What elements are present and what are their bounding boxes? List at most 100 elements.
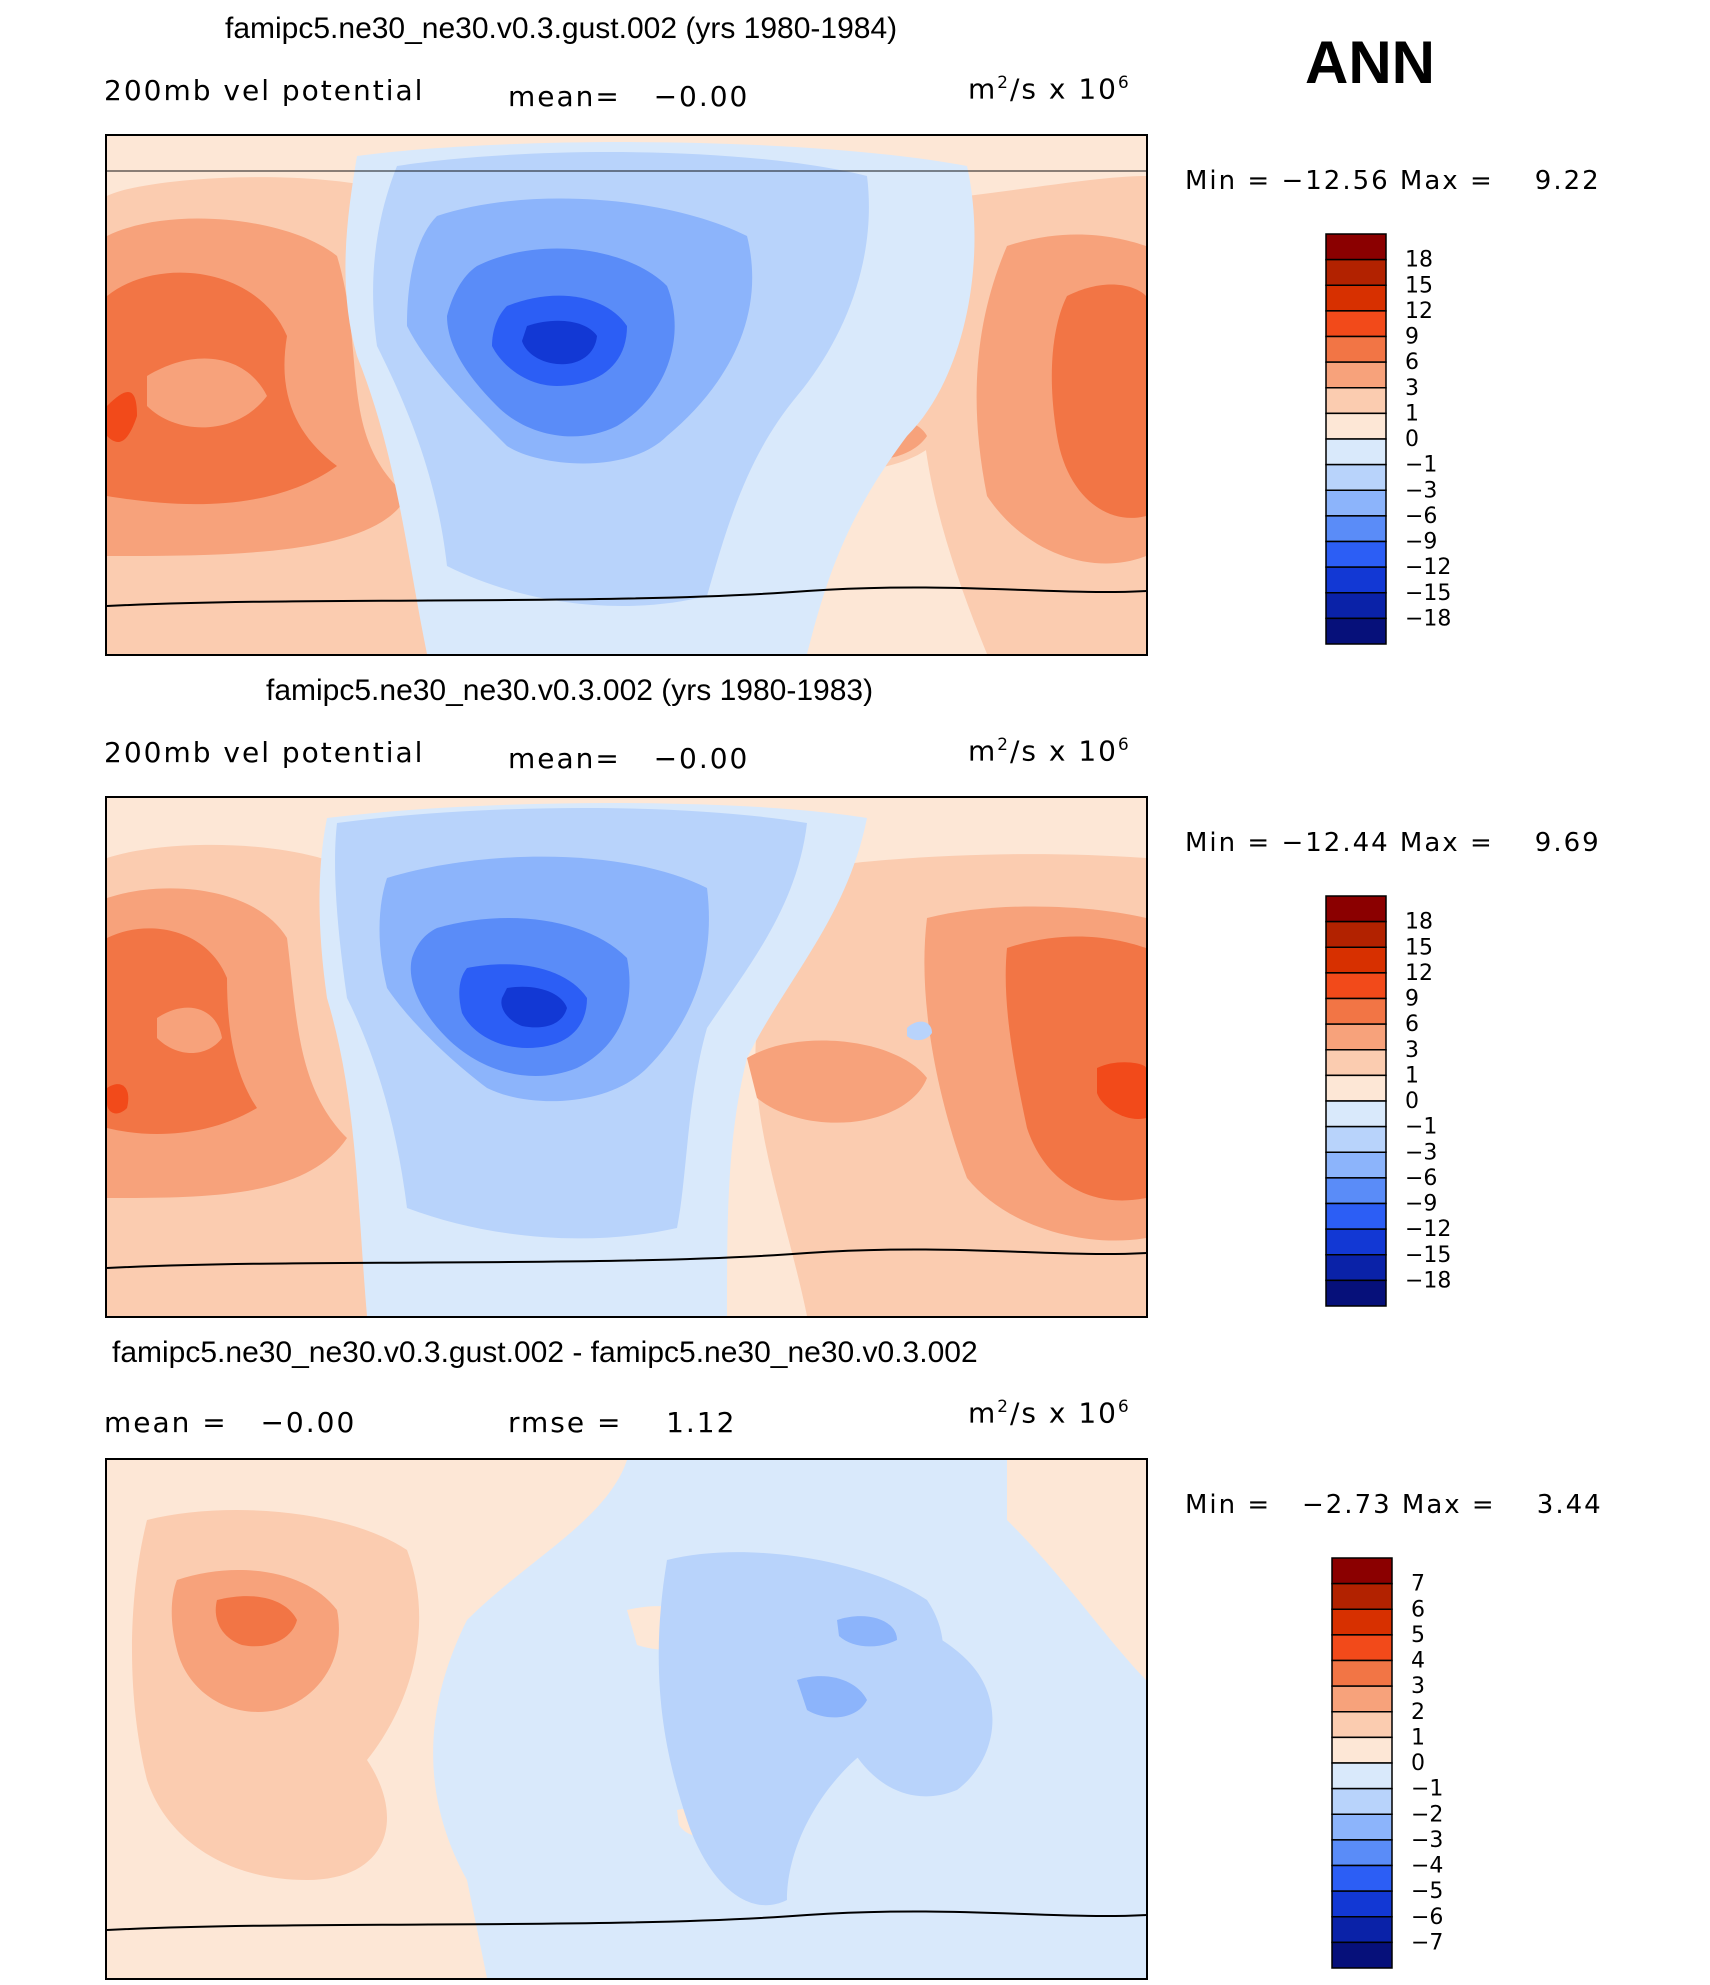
colorbar-swatch [1325,335,1387,363]
colorbar-swatch [1331,1608,1393,1636]
panel-3-minmax: Min = −2.73 Max = 3.44 [1185,1490,1603,1520]
colorbar-tick-label: 15 [1405,273,1433,298]
colorbar-tick-label: 3 [1411,1674,1425,1699]
panel-3-mean-label: mean = −0.00 [104,1406,357,1439]
colorbar-swatch [1331,1685,1393,1713]
colorbar-swatch [1325,566,1387,594]
colorbar-swatch [1325,1125,1387,1153]
colorbar-swatch [1325,1177,1387,1205]
colorbar-swatch [1331,1787,1393,1815]
panel-3-title: famipc5.ne30_ne30.v0.3.gust.002 - famipc… [112,1336,978,1369]
colorbar-tick-label: 9 [1405,325,1419,350]
colorbar-tick-label: 3 [1405,1038,1419,1063]
colorbar-swatch [1331,1736,1393,1764]
colorbar-tick-label: 5 [1411,1623,1425,1648]
colorbar-tick-label: −18 [1405,1268,1451,1293]
panel-3-colorbar: 7 6 5 4 3 2 1 0 −1 −2 −3 −4 −5 −6 −7 [1331,1557,1471,1976]
colorbar-swatch [1325,920,1387,948]
colorbar-swatch [1331,1634,1393,1662]
colorbar-swatch [1325,1228,1387,1256]
colorbar-swatch [1331,1557,1393,1585]
colorbar-tick-label: −1 [1411,1777,1443,1802]
colorbar-swatch [1325,284,1387,312]
colorbar-tick-label: −5 [1411,1879,1443,1904]
panel-1-units: m2/s x 106 [968,72,1131,106]
colorbar-swatch [1331,1762,1393,1790]
colorbar-tick-label: 1 [1405,401,1419,426]
colorbar-tick-label: 0 [1405,427,1419,452]
colorbar-tick-label: 12 [1405,961,1433,986]
panel-2-minmax: Min = −12.44 Max = 9.69 [1185,828,1601,858]
colorbar-swatch [1331,1659,1393,1687]
colorbar-tick-label: −3 [1405,478,1437,503]
colorbar-swatch [1325,1100,1387,1128]
colorbar-tick-label: 3 [1405,376,1419,401]
colorbar-tick-label: 9 [1405,987,1419,1012]
colorbar-tick-label: −2 [1411,1802,1443,1827]
colorbar-tick-label: −18 [1405,606,1451,631]
colorbar-tick-label: 15 [1405,935,1433,960]
panel-3-rmse-label: rmse = 1.12 [508,1406,737,1439]
colorbar-tick-label: −6 [1411,1905,1443,1930]
colorbar-tick-label: −3 [1405,1140,1437,1165]
panel-1-minmax: Min = −12.56 Max = 9.22 [1185,166,1601,196]
colorbar-tick-label: 1 [1405,1063,1419,1088]
panel-1-mean-label: mean= −0.00 [508,80,750,113]
panel-1-colorbar: 18 15 12 9 6 3 1 0 −1 −3 −6 −9 −12 −15 −18 [1325,233,1465,652]
colorbar-swatch [1325,463,1387,491]
colorbar-tick-label: −9 [1405,1192,1437,1217]
colorbar-tick-label: −15 [1405,581,1451,606]
colorbar-tick-label: 6 [1405,1012,1419,1037]
colorbar-tick-label: 7 [1411,1572,1425,1597]
colorbar-swatch [1325,592,1387,620]
colorbar-swatch [1325,438,1387,466]
colorbar-swatch [1325,412,1387,440]
colorbar-tick-label: −6 [1405,1166,1437,1191]
panel-3-units: m2/s x 106 [968,1396,1131,1430]
colorbar-swatch [1331,1582,1393,1610]
colorbar-tick-label: −3 [1411,1828,1443,1853]
panel-1-variable-label: 200mb vel potential [104,74,425,107]
colorbar-tick-label: 4 [1411,1649,1425,1674]
panel-2-variable-label: 200mb vel potential [104,736,425,769]
colorbar-tick-label: −4 [1411,1854,1443,1879]
colorbar-tick-label: 18 [1405,248,1433,273]
panel-2-contours [107,798,1146,1316]
colorbar-swatch [1325,1279,1387,1307]
colorbar-swatch [1325,1202,1387,1230]
colorbar-tick-label: −9 [1405,530,1437,555]
colorbar-tick-label: 6 [1405,350,1419,375]
colorbar-swatch [1331,1813,1393,1841]
panel-1-title: famipc5.ne30_ne30.v0.3.gust.002 (yrs 198… [225,12,898,45]
panel-2-mean-label: mean= −0.00 [508,742,750,775]
colorbar-swatch [1331,1941,1393,1969]
panel-1-contours [107,136,1146,654]
colorbar-swatch [1325,361,1387,389]
colorbar-tick-label: −7 [1411,1930,1443,1955]
colorbar-swatch [1325,310,1387,338]
colorbar-swatch [1325,895,1387,923]
season-label: ANN [1305,29,1435,96]
colorbar-swatch [1325,972,1387,1000]
colorbar-swatch [1325,1254,1387,1282]
colorbar-tick-label: 2 [1411,1700,1425,1725]
colorbar-tick-label: 0 [1411,1751,1425,1776]
panel-2-title: famipc5.ne30_ne30.v0.3.002 (yrs 1980-198… [266,674,874,707]
colorbar-swatch [1325,540,1387,568]
colorbar-swatch [1325,946,1387,974]
panel-2-colorbar: 18 15 12 9 6 3 1 0 −1 −3 −6 −9 −12 −15 −18 [1325,895,1465,1314]
colorbar-swatch [1331,1839,1393,1867]
panel-3-contours [107,1460,1146,1978]
colorbar-tick-label: −12 [1405,1217,1451,1242]
colorbar-tick-label: 12 [1405,299,1433,324]
colorbar-swatch [1325,258,1387,286]
colorbar-tick-label: −15 [1405,1243,1451,1268]
colorbar-swatch [1325,1151,1387,1179]
colorbar-swatch [1331,1711,1393,1739]
colorbar-swatch [1331,1916,1393,1944]
panel-1-map [105,134,1148,656]
colorbar-swatch [1325,515,1387,543]
